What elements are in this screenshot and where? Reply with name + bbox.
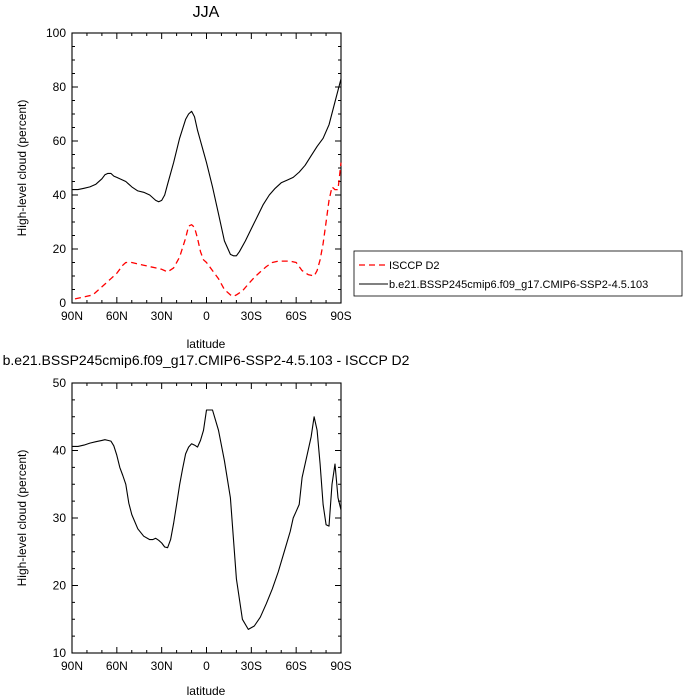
top-chart-y-tick-label: 20 — [53, 242, 67, 256]
bottom-chart: b.e21.BSSP245cmip6.f09_g17.CMIP6-SSP2-4.… — [3, 352, 410, 698]
bottom-chart-y-tick-label: 10 — [53, 646, 67, 660]
top-chart-ylabel: High-level cloud (percent) — [15, 100, 29, 237]
top-chart-series-line-0 — [74, 162, 342, 300]
top-chart-plot-area: 90N 60N 30N 0 30S 60S 90S 0 20 40 60 80 100 — [46, 26, 352, 323]
bottom-chart-x-tick-label: 60N — [106, 659, 128, 673]
top-chart: JJA High-level cloud (percent) latitude … — [15, 4, 683, 351]
top-chart-x-tick-label: 30N — [151, 309, 173, 323]
top-chart-x-tick-label: 60N — [106, 309, 128, 323]
bottom-chart-y-tick-label: 30 — [53, 511, 67, 525]
bottom-chart-x-tick-label: 90S — [330, 659, 351, 673]
top-chart-x-tick-label: 30S — [241, 309, 262, 323]
top-chart-y-tick-label: 0 — [59, 296, 66, 310]
bottom-chart-title: b.e21.BSSP245cmip6.f09_g17.CMIP6-SSP2-4.… — [3, 352, 410, 368]
bottom-chart-x-tick-label: 30S — [241, 659, 262, 673]
top-chart-x-tick-label: 90S — [330, 309, 351, 323]
bottom-chart-frame — [71, 382, 342, 654]
top-chart-y-tick-label: 60 — [53, 134, 67, 148]
top-chart-y-tick-label: 100 — [46, 26, 66, 40]
legend-label-model: b.e21.BSSP245cmip6.f09_g17.CMIP6-SSP2-4.… — [389, 279, 648, 291]
bottom-chart-y-tick-label: 20 — [53, 579, 67, 593]
top-chart-series-line-1 — [72, 78, 342, 257]
bottom-chart-x-tick-label: 30N — [151, 659, 173, 673]
top-chart-y-tick-label: 80 — [53, 80, 67, 94]
bottom-chart-y-tick-label: 50 — [53, 376, 67, 390]
legend-box — [353, 250, 683, 297]
top-chart-title: JJA — [193, 4, 220, 21]
bottom-chart-plot-area: 90N 60N 30N 0 30S 60S 90S 10 20 30 40 50 — [53, 376, 352, 673]
bottom-chart-x-tick-label: 60S — [285, 659, 306, 673]
top-chart-y-tick-label: 40 — [53, 188, 67, 202]
bottom-chart-x-tick-label: 0 — [203, 659, 210, 673]
legend-label-isccp: ISCCP D2 — [389, 260, 440, 272]
top-chart-x-tick-label: 60S — [285, 309, 306, 323]
legend: ISCCP D2 b.e21.BSSP245cmip6.f09_g17.CMIP… — [353, 250, 683, 297]
bottom-chart-series-line-0 — [72, 409, 342, 630]
top-chart-x-tick-label: 90N — [61, 309, 83, 323]
top-chart-xlabel: latitude — [187, 337, 226, 351]
bottom-chart-ylabel: High-level cloud (percent) — [15, 450, 29, 587]
bottom-chart-y-tick-label: 40 — [53, 444, 67, 458]
bottom-chart-x-tick-label: 90N — [61, 659, 83, 673]
top-chart-x-tick-label: 0 — [203, 309, 210, 323]
bottom-chart-xlabel: latitude — [187, 684, 226, 698]
